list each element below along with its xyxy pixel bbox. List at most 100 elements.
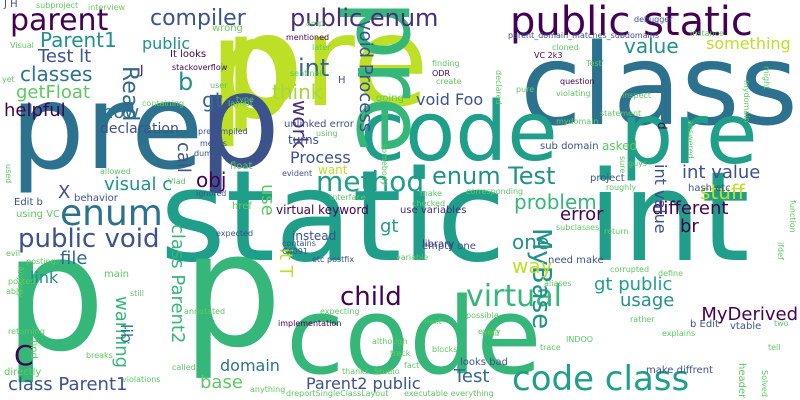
word: return: [604, 227, 629, 236]
word: void Foo: [416, 90, 484, 109]
word: Read: [117, 66, 142, 122]
word: interface: [330, 193, 366, 202]
word: child: [340, 282, 402, 312]
word: visual c: [104, 174, 173, 195]
word: b Edit: [690, 319, 719, 330]
word: code class: [512, 359, 690, 399]
word: ifdef: [776, 242, 785, 260]
word: method: [316, 165, 425, 198]
word: interview: [88, 3, 126, 12]
word: int value: [682, 162, 761, 183]
word: thanks: [342, 367, 369, 376]
word: corresponding: [466, 187, 524, 196]
word: expected: [216, 229, 254, 238]
word: INDOO: [566, 335, 594, 344]
word: gt: [202, 88, 223, 112]
word: using VC: [16, 209, 61, 220]
word: helpful: [4, 100, 66, 121]
word: br: [680, 216, 699, 237]
word: means: [200, 139, 227, 148]
word: posting: [26, 257, 56, 266]
word: Studio: [374, 367, 400, 376]
word: instance: [690, 29, 724, 38]
word: call: [173, 142, 194, 173]
word: virtual keyword: [276, 203, 369, 217]
word: finding: [432, 59, 460, 68]
word: annotated: [184, 307, 226, 316]
word: behavior: [74, 193, 118, 204]
word: breaks: [86, 351, 113, 360]
word: now: [102, 102, 140, 123]
word: user: [210, 81, 228, 90]
word: returning: [8, 327, 45, 336]
word: type: [236, 95, 254, 104]
word: stackoverflow: [172, 63, 228, 72]
word: pre: [620, 85, 758, 183]
word: every: [478, 327, 501, 336]
word: declaration: [100, 121, 179, 137]
word: rather: [630, 315, 655, 324]
word: pre: [224, 0, 429, 135]
word: instead: [292, 229, 337, 243]
word: Test lt: [38, 46, 92, 67]
word: function: [788, 200, 797, 233]
word: C4091: [282, 247, 308, 256]
word: mail: [482, 329, 500, 338]
word: make diffrent: [646, 365, 713, 376]
word: define: [658, 269, 684, 278]
word: mentioned: [286, 33, 330, 42]
word: different: [652, 198, 729, 219]
word: etc postfix: [312, 255, 355, 264]
word: J: [140, 63, 144, 77]
word: declared: [494, 70, 503, 105]
word: main: [104, 269, 129, 280]
word: H: [338, 75, 346, 86]
word: yet: [2, 75, 15, 84]
word: violating: [556, 89, 591, 98]
word: sentinel: [290, 69, 322, 78]
word: subproject: [36, 1, 79, 10]
word: X: [58, 182, 71, 203]
word: way: [512, 254, 553, 278]
word: possible: [466, 311, 499, 320]
word: stuff: [700, 180, 745, 204]
word: roughly: [606, 183, 637, 192]
word: aliases: [544, 279, 572, 288]
word: cloned: [552, 43, 579, 52]
word: called: [172, 363, 196, 372]
word: precompiled: [198, 127, 248, 136]
word: guys: [628, 159, 648, 168]
word: C: [14, 339, 34, 372]
word: parent_domain_matches_subdomains: [508, 31, 660, 40]
word: value: [624, 34, 679, 58]
word: although: [372, 337, 408, 346]
word: empty one: [422, 241, 476, 252]
word: MyDerived: [701, 304, 798, 325]
word: mydomain: [556, 117, 599, 126]
word: Test: [454, 366, 490, 387]
word: project: [590, 173, 625, 184]
word: looks bad: [460, 357, 509, 368]
word: ignored: [196, 189, 227, 198]
word: code: [286, 275, 542, 398]
word: static: [160, 143, 506, 290]
word: trace: [540, 343, 561, 352]
word: Vlad: [168, 177, 186, 186]
word: directly: [4, 367, 42, 378]
word: might: [762, 66, 771, 90]
word: asked: [602, 139, 638, 153]
word: public enum: [290, 4, 439, 32]
word: want: [318, 163, 348, 177]
word: need make: [548, 255, 604, 266]
word: public static: [510, 0, 753, 45]
word: file: [60, 248, 88, 269]
word: Visual: [10, 41, 34, 50]
word: compiler: [150, 6, 246, 31]
word: create: [436, 77, 462, 86]
word: explains: [662, 329, 696, 338]
word: classes: [20, 62, 93, 86]
word: violations: [122, 375, 161, 384]
word: layout: [228, 99, 253, 108]
word: use: [257, 184, 278, 216]
word: int: [588, 146, 750, 290]
